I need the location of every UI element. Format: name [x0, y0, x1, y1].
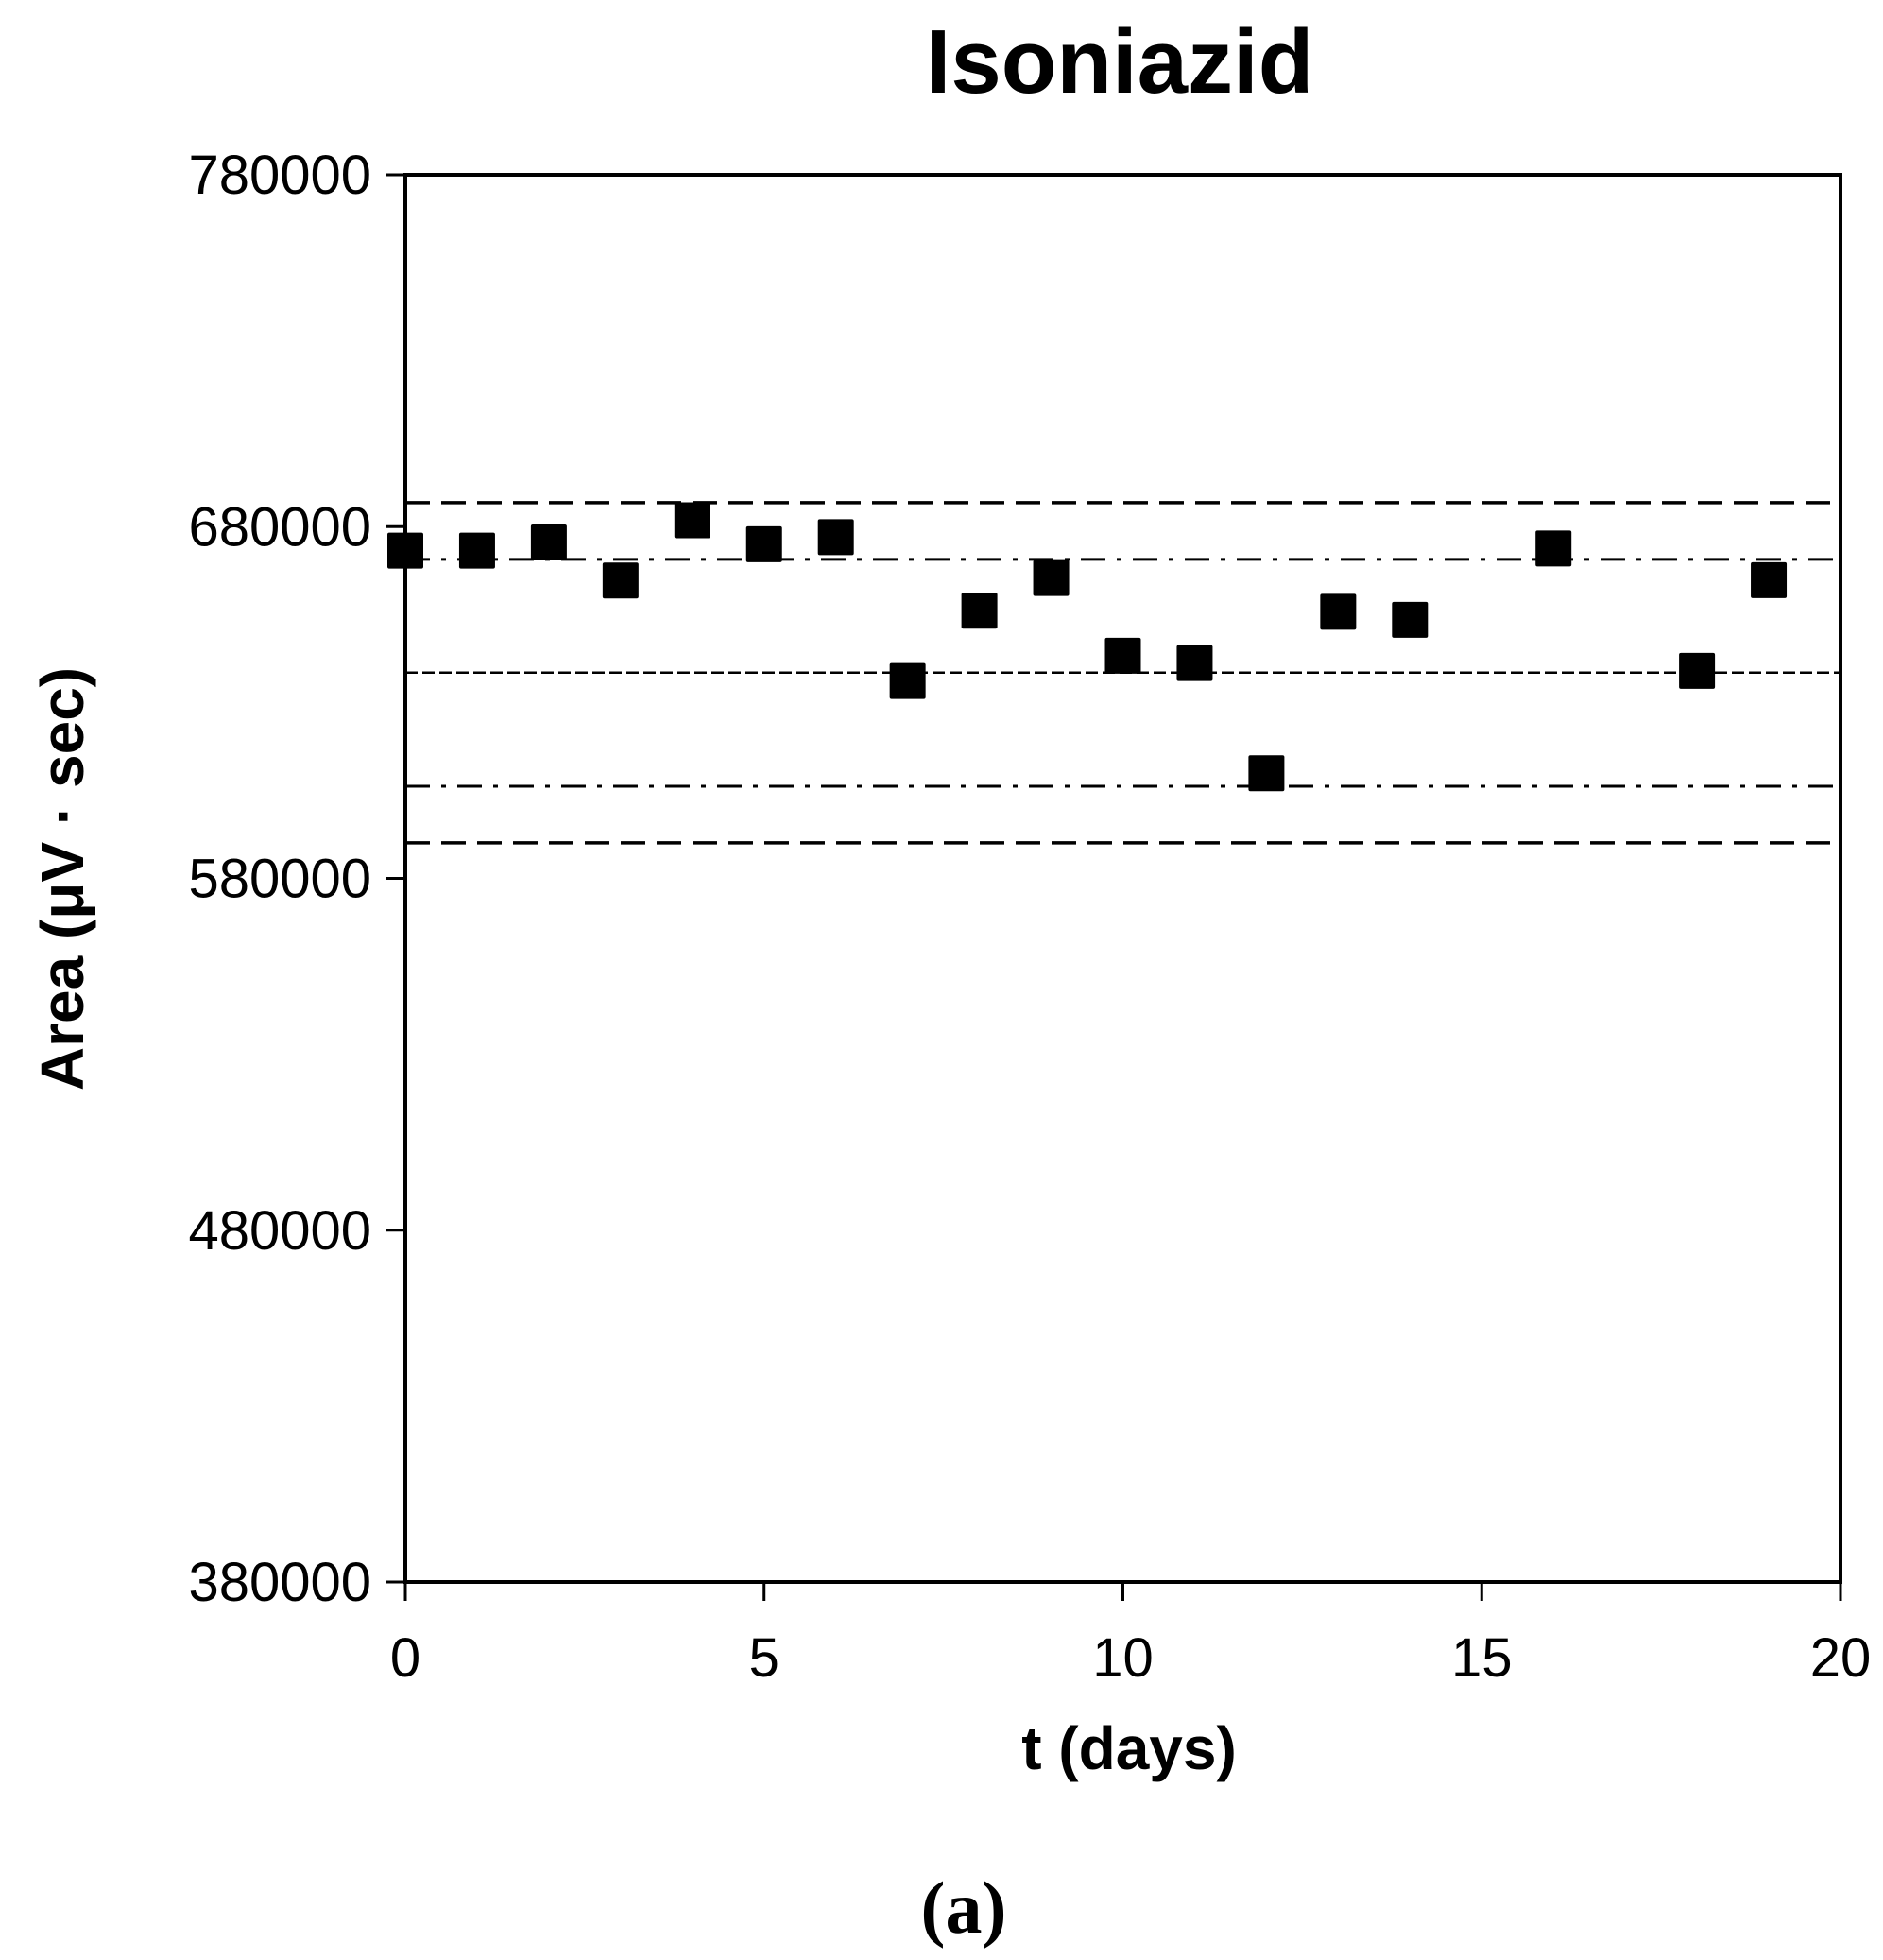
- figure-caption: (a): [921, 1866, 1007, 1949]
- data-point: [1033, 559, 1070, 596]
- data-point: [1104, 637, 1141, 674]
- data-point: [1392, 601, 1429, 638]
- x-axis-title: t (days): [1021, 1714, 1237, 1782]
- data-point: [1320, 593, 1357, 630]
- data-point: [674, 502, 710, 539]
- data-point: [1248, 755, 1285, 792]
- data-point: [961, 593, 998, 629]
- x-tick-label: 15: [1451, 1627, 1513, 1689]
- x-tick-label: 20: [1810, 1627, 1872, 1689]
- data-point: [1679, 652, 1716, 689]
- x-tick-label: 5: [749, 1627, 779, 1689]
- y-axis-title: Area (μV · sec): [28, 667, 96, 1091]
- y-tick-label: 380000: [188, 1552, 371, 1613]
- data-points: [387, 502, 1788, 792]
- data-point: [602, 562, 639, 599]
- data-point: [889, 662, 926, 699]
- chart-title: Isoniazid: [926, 11, 1314, 112]
- data-point: [817, 519, 854, 556]
- y-tick-label: 680000: [188, 496, 371, 558]
- axis-ticks: 380000 480000 580000 680000 780000 0 5 10 15 20: [188, 145, 1871, 1689]
- y-tick-label: 480000: [188, 1200, 371, 1262]
- data-point: [1751, 561, 1788, 598]
- x-tick-label: 0: [390, 1627, 420, 1689]
- y-tick-label: 580000: [188, 849, 371, 910]
- y-tick-label: 780000: [188, 145, 371, 206]
- data-point: [1535, 530, 1572, 567]
- data-point: [530, 524, 567, 561]
- x-tick-label: 10: [1092, 1627, 1154, 1689]
- data-point: [745, 525, 782, 562]
- data-point: [1176, 645, 1213, 681]
- data-point: [458, 532, 495, 569]
- plot-frame: [403, 173, 1842, 1584]
